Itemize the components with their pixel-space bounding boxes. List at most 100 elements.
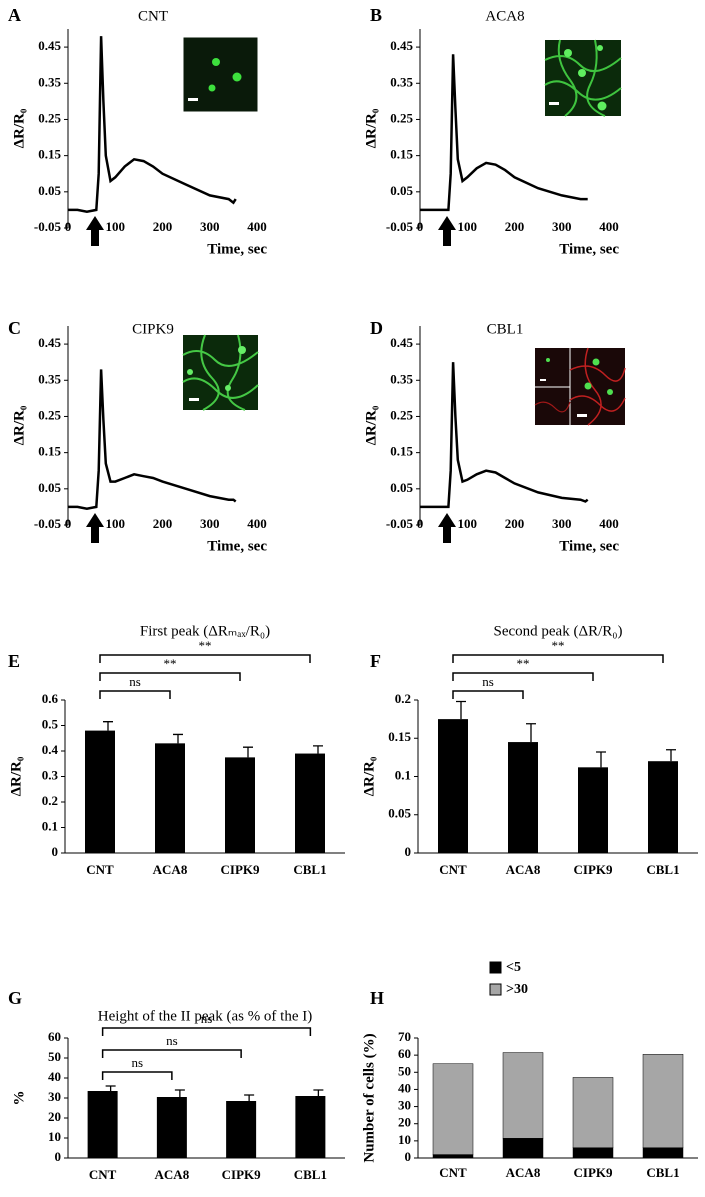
legend-label: <5 (506, 960, 521, 975)
x-tick-label: CBL1 (294, 1167, 327, 1182)
x-tick-label: 300 (552, 219, 572, 234)
bar (648, 761, 678, 853)
nucleus (187, 369, 193, 375)
inset-a (182, 36, 259, 113)
bar (156, 1097, 187, 1158)
y-tick-label: 0.45 (38, 38, 61, 53)
significance-label: ** (517, 656, 530, 671)
significance-label: ns (131, 1055, 143, 1070)
y-tick-label: 0.35 (38, 74, 61, 89)
line-series (420, 362, 589, 509)
inset-d (534, 347, 626, 426)
chart-title: CBL1 (487, 321, 524, 337)
y-tick-label: 20 (48, 1109, 61, 1124)
error-bar (105, 1085, 116, 1091)
x-tick-label: 400 (599, 219, 619, 234)
y-axis-label: Number of cells (%) (361, 1033, 377, 1162)
x-tick-label: 200 (153, 516, 173, 531)
significance-bracket (99, 672, 241, 681)
y-axis-label: ΔR/R₀ (363, 405, 379, 445)
y-tick-label: 0.3 (42, 767, 59, 782)
cell-walls (534, 401, 571, 413)
y-tick-label: 0.35 (390, 371, 413, 386)
x-tick-label: 200 (153, 219, 173, 234)
x-tick-label: CIPK9 (221, 862, 261, 877)
y-tick-label: 0 (405, 1149, 412, 1164)
y-tick-label: 0.15 (388, 729, 411, 744)
y-tick-label: 0.05 (38, 183, 61, 198)
error-bar (526, 723, 536, 743)
bar (578, 767, 608, 853)
y-tick-label: 0.2 (395, 691, 411, 706)
chart-title: CNT (138, 8, 168, 24)
panel-letter: E (8, 651, 20, 671)
x-tick-label: 0 (65, 516, 72, 531)
bar-segment (502, 1138, 544, 1159)
y-tick-label: 10 (48, 1129, 61, 1144)
significance-bracket (452, 672, 594, 681)
y-tick-label: 20 (398, 1115, 411, 1130)
x-tick-label: 300 (200, 219, 220, 234)
error-bar (456, 700, 466, 720)
x-tick-label: 100 (458, 516, 478, 531)
x-tick-label: 300 (200, 516, 220, 531)
y-tick-label: 0.05 (390, 183, 413, 198)
y-tick-label: 30 (398, 1098, 411, 1113)
x-tick-label: ACA8 (155, 1167, 190, 1182)
x-tick-label: 300 (552, 516, 572, 531)
bar (85, 730, 115, 853)
x-tick-label: CBL1 (646, 862, 679, 877)
bar-segment (572, 1077, 614, 1148)
legend-swatch (489, 961, 502, 974)
x-tick-label: ACA8 (506, 862, 541, 877)
inset-b (544, 39, 622, 117)
y-tick-label: 10 (398, 1132, 411, 1147)
y-tick-label: 0.5 (42, 716, 59, 731)
y-tick-label: 0.25 (390, 407, 413, 422)
x-tick-label: 200 (505, 219, 525, 234)
y-tick-label: 0 (52, 844, 59, 859)
bar-segment (642, 1054, 684, 1148)
nucleus (238, 346, 246, 354)
nucleus (212, 58, 220, 66)
scale-bar (188, 98, 198, 101)
significance-label: ** (552, 638, 565, 653)
bar (508, 742, 538, 853)
y-tick-label: 0.15 (38, 444, 61, 459)
significance-bracket (99, 654, 311, 663)
significance-label: ** (164, 656, 177, 671)
bar-segment (642, 1147, 684, 1159)
cell-walls (544, 39, 622, 117)
x-tick-label: CBL1 (293, 862, 326, 877)
chart-title: CIPK9 (132, 321, 174, 337)
nucleus (546, 358, 550, 362)
y-axis-label: ΔR/R₀ (361, 756, 377, 796)
y-tick-label: 70 (398, 1029, 411, 1044)
significance-bracket (101, 1049, 242, 1058)
y-tick-label: 0.4 (42, 742, 59, 757)
bar (87, 1091, 118, 1158)
bar-segment (432, 1063, 474, 1155)
y-tick-label: 30 (48, 1089, 61, 1104)
bar (226, 1101, 257, 1158)
significance-label: ns (201, 1011, 213, 1026)
scale-bar (540, 379, 546, 381)
y-tick-label: 50 (398, 1063, 411, 1078)
significance-bracket (101, 1027, 312, 1036)
error-bar (173, 733, 183, 744)
y-tick-label: 0.1 (42, 818, 58, 833)
y-tick-label: 0.25 (390, 110, 413, 125)
x-tick-label: CIPK9 (574, 1165, 614, 1180)
inset-c (182, 334, 259, 411)
x-tick-label: CIPK9 (222, 1167, 262, 1182)
y-tick-label: 0.15 (390, 444, 413, 459)
x-axis-label: Time, sec (559, 538, 619, 554)
cell-walls (182, 334, 259, 411)
error-bar (313, 1089, 324, 1096)
x-tick-label: 0 (417, 516, 424, 531)
y-tick-label: 0.1 (395, 767, 411, 782)
y-tick-label: 0.25 (38, 110, 61, 125)
y-tick-label: -0.05 (34, 516, 62, 531)
legend-swatch (489, 983, 502, 996)
nucleus (208, 84, 216, 92)
